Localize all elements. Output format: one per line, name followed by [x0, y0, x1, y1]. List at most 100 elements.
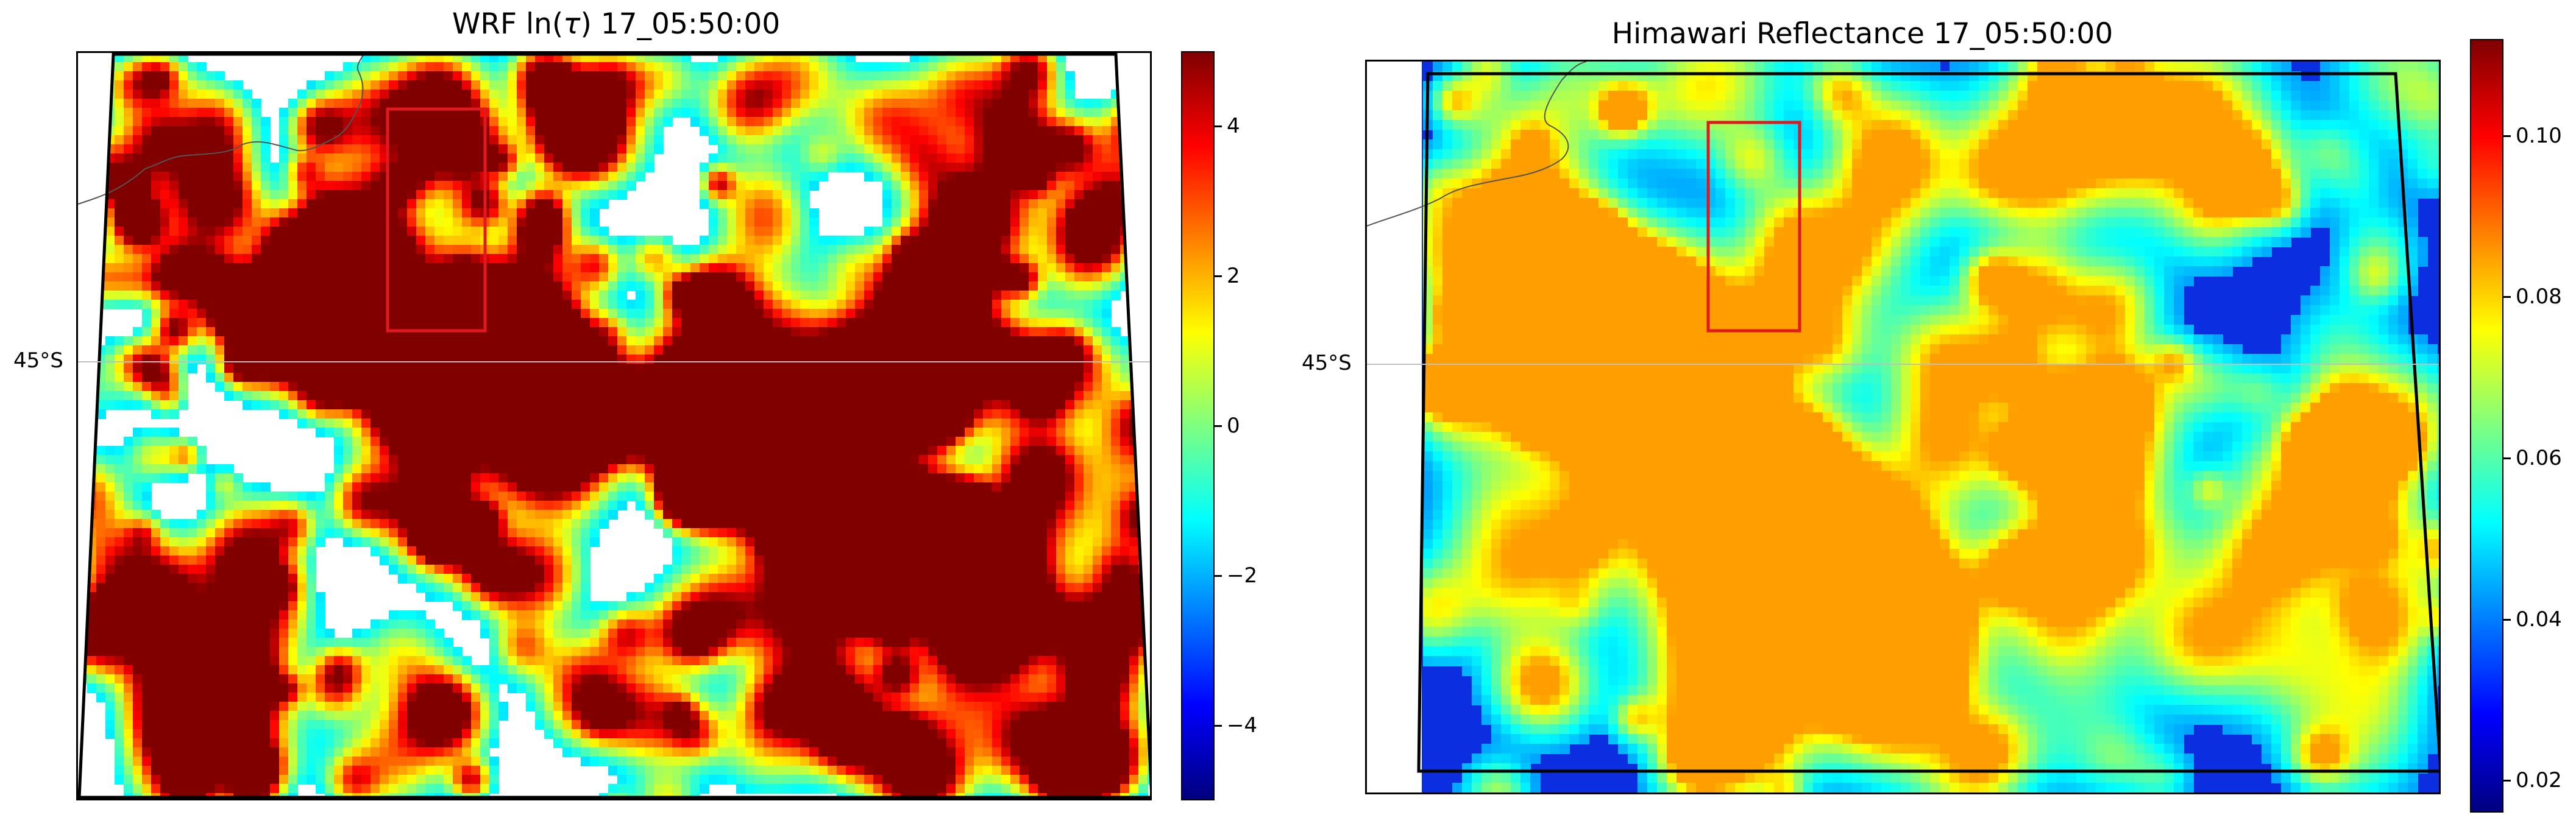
- left-heatmap-cell: [1010, 236, 1020, 245]
- left-heatmap-cell: [654, 373, 664, 383]
- left-heatmap-cell: [626, 309, 636, 319]
- left-heatmap-cell: [846, 117, 856, 127]
- left-heatmap-cell: [1038, 345, 1048, 355]
- left-heatmap-cell: [1084, 126, 1093, 136]
- left-heatmap-cell: [425, 208, 435, 218]
- left-heatmap-cell: [105, 281, 115, 291]
- left-heatmap-cell: [444, 172, 453, 182]
- left-heatmap-cell: [1038, 217, 1048, 227]
- left-heatmap-cell: [435, 309, 444, 319]
- left-heatmap-cell: [1065, 190, 1075, 200]
- left-heatmap-cell: [672, 400, 682, 410]
- left-heatmap-cell: [142, 236, 152, 245]
- left-heatmap-cell: [425, 336, 435, 346]
- left-heatmap-cell: [745, 54, 755, 63]
- left-heatmap-cell: [636, 318, 645, 328]
- left-heatmap-cell: [892, 117, 901, 127]
- left-heatmap-cell: [910, 336, 920, 346]
- left-heatmap-cell: [151, 181, 161, 191]
- left-heatmap-cell: [407, 418, 417, 428]
- left-heatmap-cell: [307, 227, 316, 236]
- left-heatmap-cell: [1047, 245, 1057, 255]
- left-heatmap-cell: [453, 428, 463, 437]
- left-heatmap-cell: [480, 428, 490, 437]
- left-heatmap-cell: [508, 300, 517, 309]
- left-heatmap-cell: [608, 181, 618, 191]
- left-heatmap-cell: [508, 154, 517, 163]
- left-heatmap-cell: [142, 382, 152, 392]
- left-heatmap-cell: [325, 418, 335, 428]
- left-heatmap-cell: [288, 300, 298, 309]
- left-heatmap-cell: [526, 309, 536, 319]
- left-heatmap-cell: [873, 108, 883, 118]
- left-heatmap-cell: [873, 318, 883, 328]
- left-heatmap-cell: [307, 391, 316, 401]
- left-heatmap-cell: [517, 217, 527, 227]
- left-heatmap-cell: [142, 318, 152, 328]
- left-heatmap-cell: [425, 71, 435, 81]
- left-heatmap-cell: [974, 108, 984, 118]
- left-heatmap-cell: [809, 428, 819, 437]
- left-heatmap-cell: [901, 382, 910, 392]
- left-heatmap-cell: [297, 281, 307, 291]
- left-heatmap-cell: [855, 62, 865, 72]
- left-heatmap-cell: [224, 382, 234, 392]
- left-heatmap-cell: [1056, 154, 1066, 163]
- left-heatmap-cell: [499, 154, 508, 163]
- left-heatmap-cell: [928, 345, 938, 355]
- left-heatmap-cell: [946, 336, 956, 346]
- left-heatmap-cell: [1074, 254, 1084, 264]
- left-heatmap-cell: [142, 336, 152, 346]
- left-heatmap-cell: [544, 318, 554, 328]
- left-heatmap-cell: [398, 391, 408, 401]
- left-heatmap-cell: [636, 418, 645, 428]
- left-heatmap-cell: [489, 199, 499, 209]
- left-map-panel: [76, 51, 1152, 800]
- left-heatmap-cell: [398, 300, 408, 309]
- left-heatmap-cell: [892, 135, 901, 145]
- left-heatmap-cell: [608, 54, 618, 63]
- left-heatmap-cell: [910, 318, 920, 328]
- left-heatmap-cell: [197, 300, 207, 309]
- left-heatmap-cell: [654, 345, 664, 355]
- left-heatmap-cell: [380, 428, 389, 437]
- left-heatmap-cell: [261, 382, 271, 392]
- left-heatmap-cell: [965, 217, 974, 227]
- left-heatmap-cell: [206, 154, 216, 163]
- left-heatmap-cell: [681, 373, 691, 383]
- left-heatmap-cell: [956, 227, 965, 236]
- left-heatmap-cell: [599, 437, 609, 447]
- left-heatmap-cell: [160, 464, 170, 474]
- left-heatmap-cell: [855, 135, 865, 145]
- left-heatmap-cell: [169, 190, 179, 200]
- left-heatmap-cell: [425, 126, 435, 136]
- left-heatmap-cell: [325, 245, 335, 255]
- left-heatmap-cell: [425, 227, 435, 236]
- left-heatmap-cell: [233, 181, 243, 191]
- left-heatmap-cell: [645, 464, 655, 474]
- left-heatmap-cell: [1102, 364, 1112, 373]
- left-heatmap-cell: [1065, 227, 1075, 236]
- left-heatmap-cell: [115, 199, 124, 209]
- left-heatmap-cell: [1065, 428, 1075, 437]
- left-heatmap-cell: [809, 391, 819, 401]
- left-heatmap-cell: [371, 199, 380, 209]
- left-heatmap-cell: [444, 71, 453, 81]
- left-heatmap-cell: [864, 236, 874, 245]
- left-heatmap-cell: [1084, 409, 1093, 419]
- left-heatmap-cell: [727, 446, 737, 456]
- left-heatmap-cell: [983, 263, 993, 273]
- left-heatmap-cell: [937, 54, 947, 63]
- left-heatmap-cell: [919, 80, 929, 90]
- left-heatmap-cell: [489, 99, 499, 108]
- left-heatmap-cell: [1020, 373, 1029, 383]
- left-heatmap-cell: [142, 108, 152, 118]
- left-heatmap-cell: [179, 208, 188, 218]
- left-heatmap-cell: [745, 108, 755, 118]
- left-heatmap-cell: [809, 245, 819, 255]
- left-heatmap-cell: [1093, 391, 1102, 401]
- left-heatmap-cell: [489, 446, 499, 456]
- left-heatmap-cell: [142, 62, 152, 72]
- left-heatmap-cell: [892, 309, 901, 319]
- left-heatmap-cell: [343, 300, 353, 309]
